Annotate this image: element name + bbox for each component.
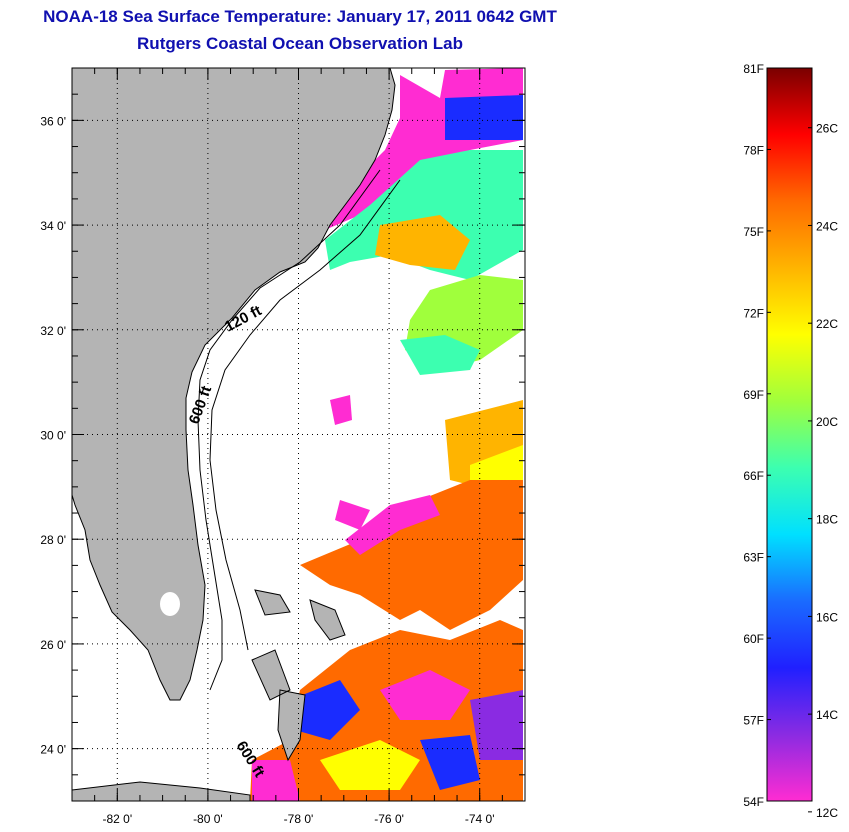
longitude-labels: -82 0' -80 0' -78 0' -76 0' -74 0'	[102, 812, 494, 826]
lat-label: 32 0'	[40, 324, 66, 338]
colorbar-c-label: 26C	[816, 122, 838, 136]
lat-label: 28 0'	[40, 533, 66, 547]
lake-okeechobee	[160, 592, 180, 616]
colorbar-c-label: 20C	[816, 415, 838, 429]
lon-label: -76 0'	[374, 812, 404, 826]
colorbar-celsius-labels: 26C 24C 22C 20C 18C 16C 14C 12C	[808, 122, 838, 820]
contour-120ft	[197, 169, 381, 691]
contour-600ft	[209, 179, 401, 651]
colorbar	[766, 67, 813, 802]
colorbar-f-label: 69F	[743, 388, 764, 402]
colorbar-f-label: 54F	[743, 795, 764, 809]
colorbar-f-label: 66F	[743, 469, 764, 483]
lon-label: -80 0'	[193, 812, 223, 826]
lon-label: -82 0'	[102, 812, 132, 826]
land-mainland	[72, 68, 396, 701]
map-subtitle: Rutgers Coastal Ocean Observation Lab	[137, 34, 463, 53]
lat-label: 30 0'	[40, 429, 66, 443]
colorbar-fahrenheit-labels: 81F 78F 75F 72F 69F 66F 63F 60F 57F 54F	[743, 62, 771, 809]
colorbar-c-label: 16C	[816, 610, 838, 624]
colorbar-f-label: 72F	[743, 306, 764, 320]
sst-imagery	[250, 68, 523, 801]
lat-label: 24 0'	[40, 743, 66, 757]
colorbar-f-label: 60F	[743, 632, 764, 646]
lat-label: 36 0'	[40, 114, 66, 128]
colorbar-c-label: 18C	[816, 513, 838, 527]
map-ticks	[71, 67, 526, 802]
colorbar-c-label: 12C	[816, 806, 838, 820]
colorbar-f-label: 81F	[743, 62, 764, 76]
colorbar-c-label: 24C	[816, 219, 838, 233]
colorbar-c-label: 14C	[816, 708, 838, 722]
map-title: NOAA-18 Sea Surface Temperature: January…	[43, 7, 557, 26]
colorbar-f-label: 57F	[743, 714, 764, 728]
lat-label: 26 0'	[40, 638, 66, 652]
colorbar-f-label: 75F	[743, 225, 764, 239]
lat-label: 34 0'	[40, 219, 66, 233]
colorbar-f-label: 78F	[743, 143, 764, 157]
latitude-labels: 36 0' 34 0' 32 0' 30 0' 28 0' 26 0' 24 0'	[40, 114, 66, 756]
colorbar-c-label: 22C	[816, 317, 838, 331]
lon-label: -78 0'	[284, 812, 314, 826]
colorbar-f-label: 63F	[743, 551, 764, 565]
map-graticule	[72, 68, 525, 801]
lon-label: -74 0'	[465, 812, 495, 826]
land-islands	[72, 589, 346, 801]
